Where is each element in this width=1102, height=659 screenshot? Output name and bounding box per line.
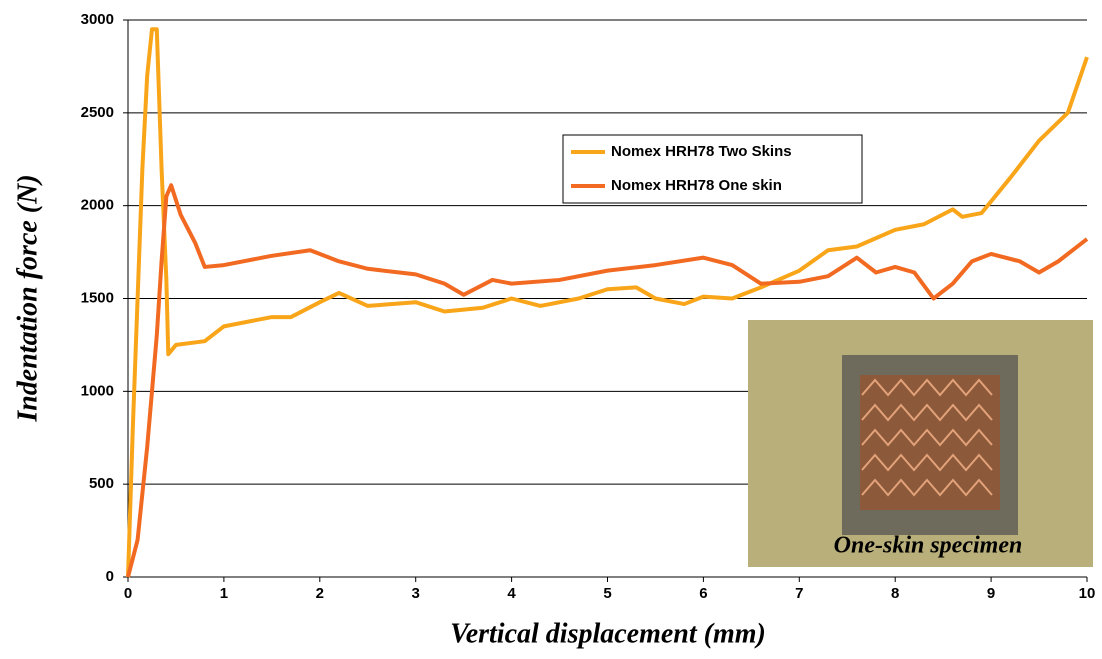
x-tick-label: 7	[795, 585, 803, 602]
y-tick-label: 2000	[81, 197, 114, 214]
y-axis-title: Indentation force (N)	[12, 174, 43, 422]
inset-photo: One-skin specimen	[748, 320, 1093, 567]
x-tick-label: 8	[891, 585, 899, 602]
y-tick-label: 500	[89, 475, 114, 492]
x-tick-label: 0	[124, 585, 132, 602]
y-tick-label: 2500	[81, 104, 114, 121]
x-tick-label: 10	[1079, 585, 1096, 602]
y-tick-label: 3000	[81, 11, 114, 28]
x-tick-label: 6	[699, 585, 707, 602]
x-tick-label: 5	[603, 585, 611, 602]
x-tick-label: 2	[316, 585, 324, 602]
inset-caption: One-skin specimen	[834, 533, 1023, 559]
chart: Vertical displacement (mm) Indentation f…	[0, 0, 1102, 659]
x-axis-title: Vertical displacement (mm)	[450, 618, 766, 649]
y-tick-label: 1500	[81, 289, 114, 306]
legend-label: Nomex HRH78 Two Skins	[611, 143, 792, 160]
x-tick-label: 1	[220, 585, 228, 602]
y-tick-label: 0	[106, 568, 114, 585]
y-tick-label: 1000	[81, 382, 114, 399]
x-tick-label: 3	[412, 585, 420, 602]
x-tick-label: 4	[507, 585, 516, 602]
x-tick-label: 9	[987, 585, 995, 602]
legend: Nomex HRH78 Two Skins Nomex HRH78 One ski…	[563, 135, 862, 203]
legend-label: Nomex HRH78 One skin	[611, 177, 782, 194]
